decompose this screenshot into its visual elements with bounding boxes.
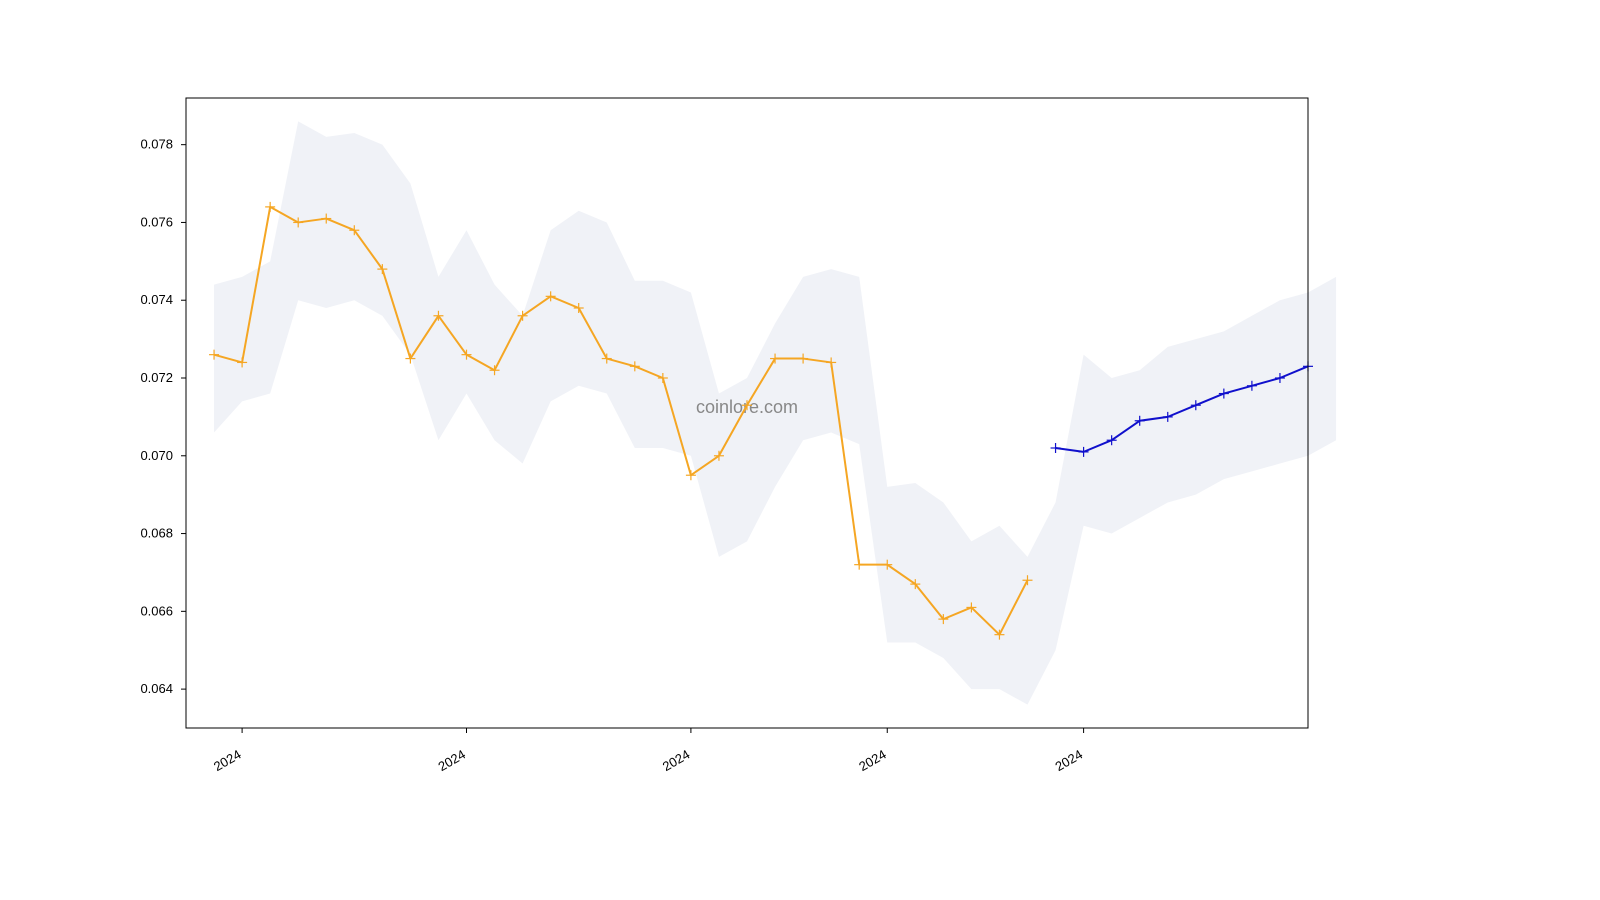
y-tick-label: 0.066 [140,603,173,618]
price-forecast-chart: coinlore.com0.0640.0660.0680.0700.0720.0… [0,0,1600,900]
y-tick-label: 0.072 [140,370,173,385]
chart-container: coinlore.com0.0640.0660.0680.0700.0720.0… [0,0,1600,900]
y-tick-label: 0.068 [140,526,173,541]
y-tick-label: 0.078 [140,137,173,152]
y-tick-label: 0.064 [140,681,173,696]
y-tick-label: 0.070 [140,448,173,463]
y-tick-label: 0.076 [140,214,173,229]
y-tick-label: 0.074 [140,292,173,307]
